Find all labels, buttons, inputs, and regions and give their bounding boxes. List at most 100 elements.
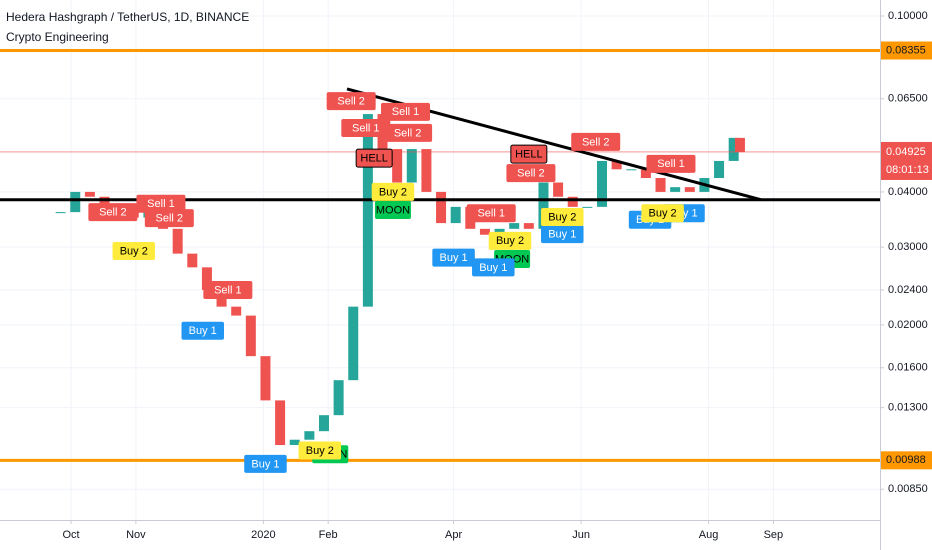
signal-text: Sell 2 bbox=[337, 95, 365, 107]
candle bbox=[421, 149, 432, 192]
signal-text: Sell 1 bbox=[214, 284, 242, 296]
signal-text: Sell 2 bbox=[582, 136, 610, 148]
candle bbox=[318, 415, 329, 432]
signal-text: Sell 1 bbox=[147, 198, 175, 210]
signal-label: Buy 1 bbox=[472, 258, 515, 277]
signal-label: Buy 2 bbox=[641, 204, 684, 223]
signal-label: Buy 1 bbox=[541, 225, 584, 244]
y-tick-label: 0.06500 bbox=[888, 93, 928, 105]
signal-label: Buy 2 bbox=[488, 231, 532, 250]
candle bbox=[655, 178, 666, 192]
candle bbox=[670, 187, 681, 192]
x-tick-label: Oct bbox=[63, 529, 80, 541]
price-label-bg bbox=[881, 141, 932, 180]
candle bbox=[304, 431, 315, 440]
signal-label: Sell 2 bbox=[88, 203, 138, 222]
candle bbox=[99, 196, 110, 207]
price-label-bg bbox=[881, 41, 932, 60]
candle bbox=[479, 228, 490, 235]
y-tick-label: 0.01600 bbox=[888, 362, 928, 374]
signal-text: Buy 2 bbox=[306, 445, 334, 457]
candle bbox=[392, 149, 403, 183]
price-label: 0.04925 bbox=[886, 146, 926, 158]
x-tick-label: Nov bbox=[126, 529, 146, 541]
signal-text: Buy 2 bbox=[649, 208, 677, 220]
signal-text: Buy 1 bbox=[251, 458, 279, 470]
candle bbox=[406, 149, 417, 183]
candle bbox=[245, 315, 256, 357]
candle bbox=[611, 160, 622, 170]
signal-box bbox=[355, 148, 393, 168]
signal-box bbox=[381, 102, 431, 121]
signal-label: Sell 2 bbox=[326, 92, 376, 111]
signal-text: Sell 2 bbox=[99, 207, 127, 219]
indicator-name: Crypto Engineering bbox=[6, 30, 109, 44]
signal-label: HELL bbox=[510, 144, 548, 164]
x-tick-label: Apr bbox=[445, 529, 462, 541]
y-tick-label: 0.00850 bbox=[888, 483, 928, 495]
candle bbox=[728, 137, 739, 161]
signal-box bbox=[488, 231, 532, 250]
signal-box bbox=[112, 241, 156, 260]
signal-label: Sell 1 bbox=[203, 280, 253, 299]
candle bbox=[289, 439, 300, 446]
signal-text: Sell 1 bbox=[392, 106, 420, 118]
candle bbox=[626, 169, 637, 171]
candle bbox=[348, 306, 359, 381]
signal-box bbox=[244, 454, 287, 473]
signal-label: Buy 2 bbox=[371, 182, 415, 201]
signal-text: Buy 1 bbox=[548, 229, 576, 241]
signal-label: Sell 2 bbox=[506, 164, 556, 183]
candle bbox=[84, 191, 95, 197]
candle bbox=[509, 223, 520, 229]
y-tick-label: 0.04000 bbox=[888, 186, 928, 198]
y-tick-label: 0.01300 bbox=[888, 402, 928, 414]
signal-text: Sell 2 bbox=[517, 168, 545, 180]
candle bbox=[231, 306, 242, 316]
signal-box bbox=[341, 118, 391, 137]
candle bbox=[70, 191, 81, 213]
candle bbox=[201, 267, 212, 290]
signal-box bbox=[646, 154, 696, 173]
signal-text: Sell 2 bbox=[156, 212, 184, 224]
signal-label: Sell 2 bbox=[144, 209, 194, 228]
candle bbox=[596, 160, 607, 207]
signal-label: Buy 2 bbox=[298, 441, 342, 460]
signal-box bbox=[374, 201, 411, 220]
candle bbox=[55, 212, 66, 214]
candle bbox=[734, 137, 745, 153]
y-tick-label: 0.02000 bbox=[888, 319, 928, 331]
signal-box bbox=[506, 164, 556, 183]
signal-text: Sell 1 bbox=[352, 122, 380, 134]
signal-text: MOON bbox=[376, 204, 410, 216]
candle bbox=[582, 206, 593, 208]
countdown: 08:01:13 bbox=[886, 164, 929, 176]
candle bbox=[640, 169, 651, 179]
signal-label: Buy 2 bbox=[112, 241, 156, 260]
signal-label: Buy 1 bbox=[181, 321, 225, 340]
signal-label: Sell 1 bbox=[381, 102, 431, 121]
price-label-bg bbox=[881, 451, 932, 470]
signal-box bbox=[298, 441, 342, 460]
signal-label: Sell 1 bbox=[341, 118, 391, 137]
x-tick-label: Feb bbox=[319, 529, 338, 541]
signal-box bbox=[510, 144, 548, 164]
signal-box bbox=[88, 203, 138, 222]
signal-box bbox=[466, 204, 516, 223]
candle bbox=[333, 380, 344, 416]
candle bbox=[187, 253, 198, 268]
signal-box bbox=[641, 204, 684, 223]
price-label: 0.00988 bbox=[886, 454, 926, 466]
x-tick-label: Sep bbox=[764, 529, 784, 541]
signal-label: Sell 1 bbox=[136, 194, 186, 213]
candle bbox=[494, 228, 505, 235]
signal-text: Sell 2 bbox=[394, 127, 422, 139]
signal-box bbox=[571, 132, 621, 151]
signal-box bbox=[383, 123, 433, 142]
overlay: Sell 2 Sell 1 Sell 2 Buy 2 Sell 1 Buy 1 Buy 1 M… bbox=[0, 49, 880, 473]
signal-text: Buy 2 bbox=[379, 186, 407, 198]
signal-label: Sell 2 bbox=[571, 132, 621, 151]
chart-title: Hedera Hashgraph / TetherUS, 1D, BINANCE bbox=[6, 10, 249, 24]
